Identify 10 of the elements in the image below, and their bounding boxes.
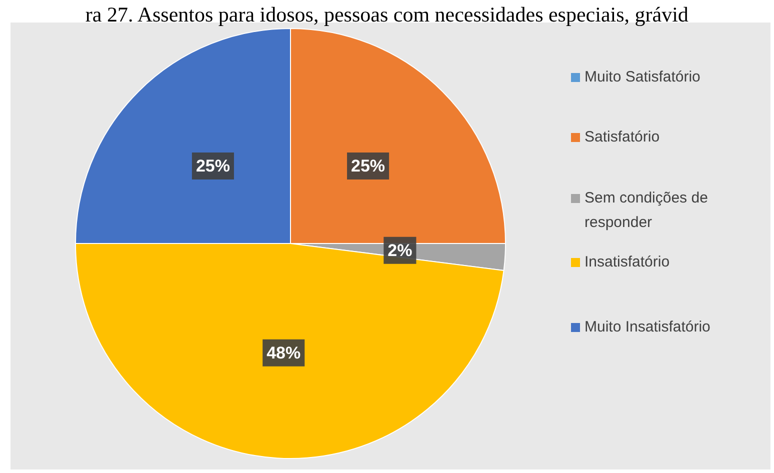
legend-label: Sem condições de responder	[584, 190, 708, 232]
legend-label: Muito Satisfatório	[584, 68, 700, 86]
data-label: 48%	[266, 343, 301, 362]
legend-label: Insatisfatório	[584, 254, 670, 270]
chart-title: ra 27. Assentos para idosos, pessoas com necessidades especiais, grávid	[85, 2, 689, 26]
data-label: 2%	[388, 240, 412, 260]
legend-label: Muito Insatisfatório	[584, 318, 710, 336]
legend-label: Satisfatório	[584, 128, 660, 146]
data-label: 25%	[196, 156, 230, 176]
data-label: 25%	[351, 156, 386, 176]
